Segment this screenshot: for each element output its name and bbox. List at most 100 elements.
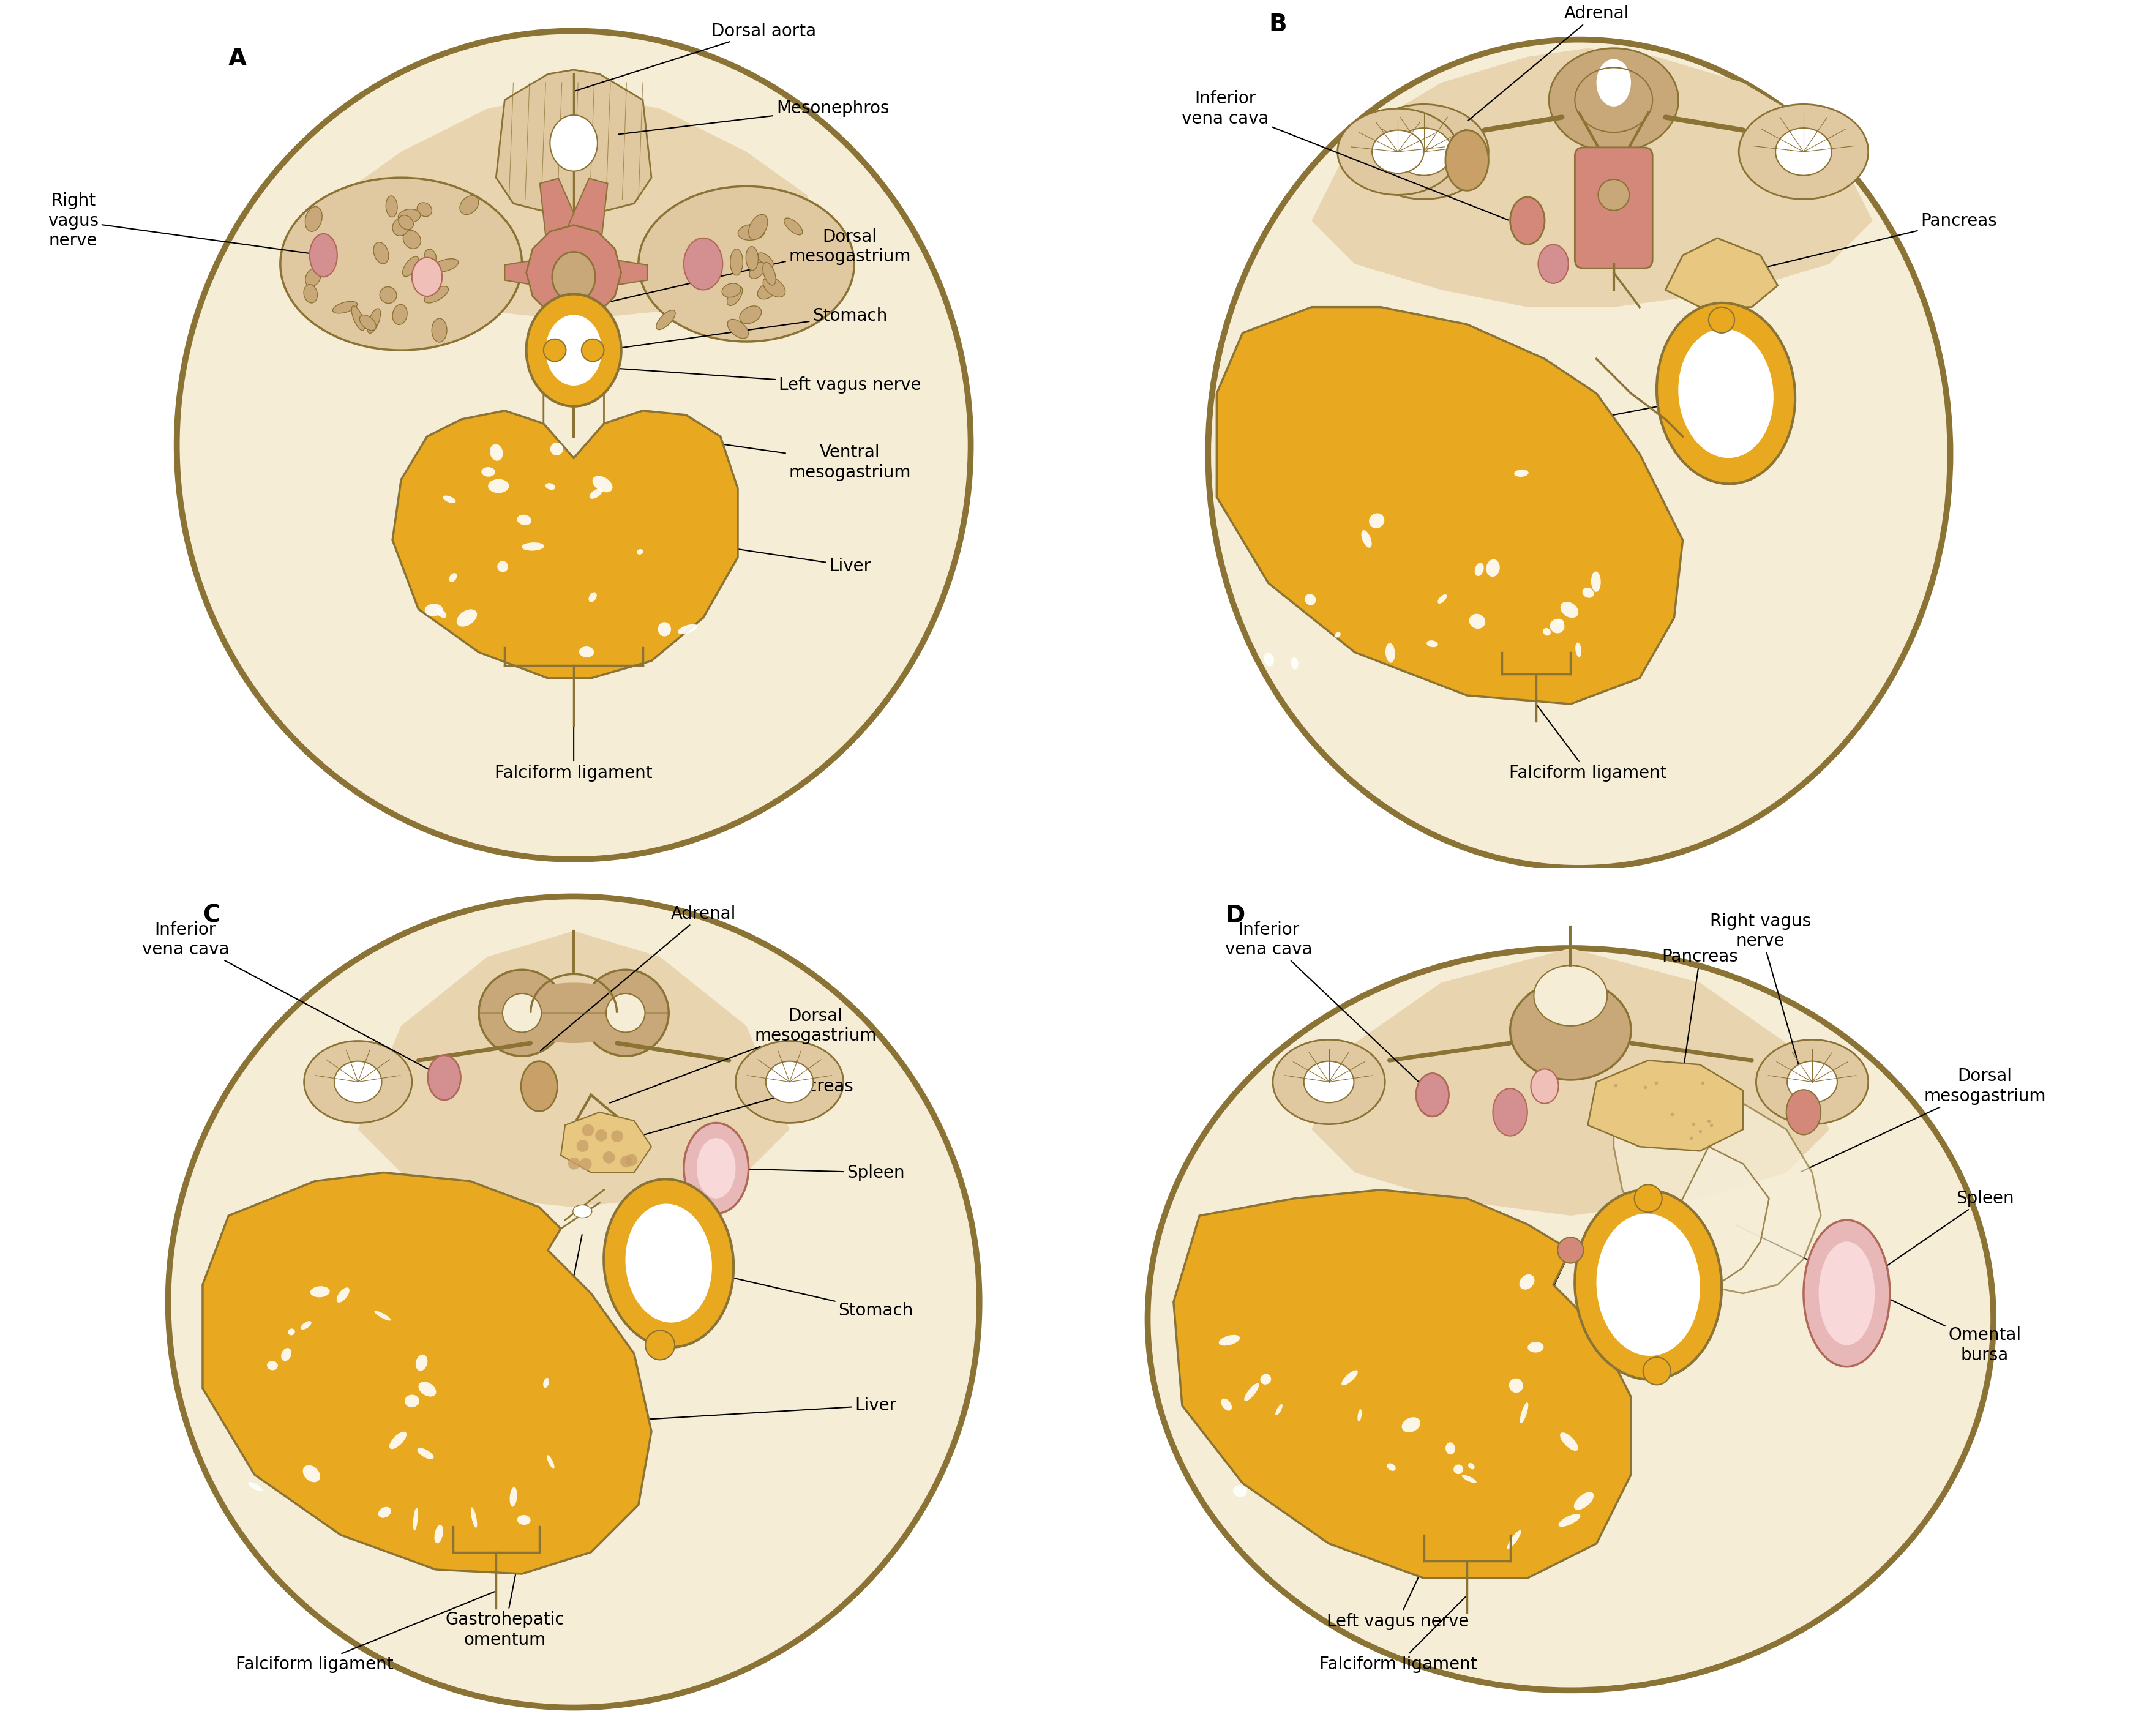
Circle shape [1557, 1238, 1584, 1264]
Ellipse shape [1544, 628, 1550, 635]
Circle shape [645, 1330, 675, 1359]
Ellipse shape [249, 1483, 262, 1491]
Ellipse shape [553, 252, 596, 302]
Circle shape [1709, 307, 1734, 333]
Text: Dorsal
mesogastrium: Dorsal mesogastrium [587, 227, 911, 307]
Ellipse shape [1402, 1417, 1421, 1432]
Ellipse shape [521, 1061, 557, 1111]
Ellipse shape [1361, 529, 1372, 549]
Ellipse shape [448, 573, 457, 582]
Ellipse shape [697, 1139, 735, 1198]
Ellipse shape [757, 253, 774, 267]
Ellipse shape [1261, 1373, 1271, 1385]
Ellipse shape [429, 1055, 461, 1101]
Ellipse shape [626, 1203, 712, 1323]
Ellipse shape [414, 1507, 418, 1531]
Text: Falciform ligament: Falciform ligament [236, 1592, 495, 1674]
Text: Left vagus nerve: Left vagus nerve [1327, 1252, 1569, 1630]
Text: Right vagus
nerve: Right vagus nerve [1711, 913, 1812, 1080]
Circle shape [1642, 1358, 1670, 1385]
Ellipse shape [332, 302, 358, 312]
Circle shape [611, 1130, 624, 1142]
Text: Mesonephros: Mesonephros [620, 101, 890, 134]
Circle shape [626, 1154, 637, 1167]
Ellipse shape [1559, 1514, 1580, 1526]
Ellipse shape [337, 1288, 349, 1302]
Ellipse shape [1788, 1061, 1837, 1102]
Ellipse shape [738, 224, 765, 240]
Circle shape [577, 1141, 590, 1153]
Ellipse shape [1529, 1342, 1544, 1352]
Ellipse shape [360, 314, 375, 330]
Ellipse shape [281, 177, 521, 351]
Ellipse shape [572, 1205, 592, 1219]
Ellipse shape [334, 1061, 382, 1102]
Text: Inferior
vena cava: Inferior vena cava [1181, 90, 1509, 220]
Ellipse shape [304, 1042, 412, 1123]
Text: Liver: Liver [680, 540, 870, 575]
Ellipse shape [478, 970, 566, 1055]
Polygon shape [540, 179, 596, 279]
Ellipse shape [1342, 1370, 1357, 1385]
Ellipse shape [425, 286, 448, 304]
Text: Dorsal
mesogastrium: Dorsal mesogastrium [609, 1007, 877, 1102]
Ellipse shape [1561, 1432, 1578, 1451]
Ellipse shape [375, 1311, 390, 1321]
Text: Inferior
vena cava: Inferior vena cava [142, 922, 444, 1076]
Ellipse shape [551, 443, 564, 455]
Ellipse shape [545, 483, 555, 490]
Ellipse shape [740, 306, 761, 323]
Ellipse shape [579, 646, 594, 658]
Ellipse shape [1469, 1463, 1475, 1469]
Text: Left vagus nerve: Left vagus nerve [605, 368, 922, 394]
Ellipse shape [735, 1042, 843, 1123]
Ellipse shape [551, 115, 598, 172]
Ellipse shape [497, 561, 508, 573]
Polygon shape [1666, 1147, 1769, 1285]
Ellipse shape [1415, 1073, 1449, 1116]
Ellipse shape [431, 318, 446, 342]
Ellipse shape [311, 1286, 330, 1297]
Ellipse shape [746, 247, 759, 271]
Ellipse shape [1756, 1040, 1867, 1125]
Ellipse shape [281, 1347, 292, 1361]
Ellipse shape [1265, 653, 1274, 667]
Polygon shape [551, 179, 607, 279]
Ellipse shape [491, 444, 504, 460]
Ellipse shape [1306, 594, 1316, 606]
Ellipse shape [1509, 981, 1632, 1080]
Text: Falciform ligament: Falciform ligament [495, 710, 652, 781]
Ellipse shape [386, 196, 397, 217]
Ellipse shape [1597, 1213, 1700, 1356]
Polygon shape [1173, 1189, 1632, 1578]
Ellipse shape [302, 1465, 319, 1483]
Circle shape [1597, 179, 1629, 210]
Ellipse shape [425, 250, 435, 266]
Circle shape [581, 1125, 594, 1137]
Ellipse shape [1550, 979, 1591, 1012]
Ellipse shape [412, 257, 442, 297]
Polygon shape [562, 1113, 652, 1172]
Ellipse shape [727, 286, 742, 306]
Polygon shape [1589, 1061, 1743, 1151]
Ellipse shape [1514, 469, 1529, 477]
Ellipse shape [266, 1361, 279, 1370]
Ellipse shape [1334, 632, 1340, 637]
Ellipse shape [765, 1061, 813, 1102]
Ellipse shape [637, 549, 643, 554]
Ellipse shape [517, 514, 532, 526]
Ellipse shape [431, 259, 459, 273]
Text: Stomach: Stomach [605, 307, 888, 351]
Ellipse shape [399, 215, 414, 229]
Ellipse shape [1486, 559, 1501, 576]
Circle shape [167, 896, 980, 1708]
Ellipse shape [416, 1354, 427, 1371]
Ellipse shape [1338, 109, 1458, 194]
FancyBboxPatch shape [1576, 148, 1653, 269]
Ellipse shape [1359, 104, 1488, 200]
Ellipse shape [418, 1448, 433, 1460]
Ellipse shape [1385, 642, 1396, 663]
Text: Stomach: Stomach [1490, 1286, 1647, 1439]
Ellipse shape [1462, 1476, 1477, 1483]
Ellipse shape [678, 625, 697, 634]
